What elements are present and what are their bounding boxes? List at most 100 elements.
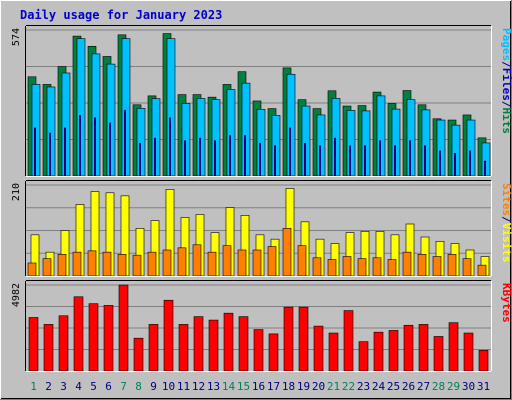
legend-entry: Pages [500,28,512,61]
bar-kbytes-day-4 [73,296,84,372]
bar-sites-day-1 [27,262,37,277]
bar-sites-day-4 [72,251,82,277]
day-label-2: 2 [45,380,52,393]
chart-title: Daily usage for January 2023 [20,8,222,22]
day-label-23: 23 [357,380,370,393]
bar-pages-day-8 [139,142,141,176]
bar-kbytes-day-20 [313,325,324,372]
day-label-28: 28 [432,380,445,393]
ymax-label: 210 [11,183,22,201]
day-label-3: 3 [60,380,67,393]
ymax-label: 574 [11,28,22,46]
panel-hits-files-pages: 574 Pages/Files/Hits [11,25,512,177]
bar-sites-day-10 [162,249,172,277]
bar-pages-day-1 [34,127,36,176]
panel-visits-sites: 210 Sites/Visits [11,180,512,277]
series-pages [34,109,486,176]
bar-kbytes-day-21 [328,332,339,372]
bar-kbytes-day-18 [283,306,294,372]
day-label-18: 18 [282,380,295,393]
day-label-6: 6 [105,380,112,393]
bar-kbytes-day-7 [118,284,129,372]
bar-sites-day-8 [132,254,142,277]
day-label-11: 11 [177,380,190,393]
bar-pages-day-22 [349,145,351,176]
bar-pages-day-24 [379,140,381,176]
bar-pages-day-2 [49,132,51,176]
day-label-12: 12 [192,380,205,393]
bar-pages-day-9 [154,137,156,176]
legend-entry: Files [500,68,512,101]
bar-kbytes-day-8 [133,337,144,372]
bar-sites-day-2 [42,258,52,277]
bar-kbytes-day-29 [448,322,459,372]
legend-hits-files-pages: Pages/Files/Hits [500,28,512,134]
bar-pages-day-29 [454,153,456,176]
series-files [31,38,491,177]
bar-kbytes-day-14 [223,312,234,372]
bar-kbytes-day-2 [43,324,54,372]
bar-kbytes-day-19 [298,306,309,372]
bar-sites-day-5 [87,250,97,277]
bar-kbytes-day-31 [478,349,489,372]
day-label-15: 15 [237,380,250,393]
bar-kbytes-day-25 [388,330,399,372]
bar-kbytes-day-26 [403,324,414,372]
legend-visits-sites: Sites/Visits [500,183,512,263]
day-label-24: 24 [372,380,386,393]
bar-pages-day-21 [334,137,336,176]
day-label-9: 9 [150,380,157,393]
bar-kbytes-day-23 [358,341,369,372]
bar-pages-day-23 [364,145,366,176]
bar-kbytes-day-28 [433,336,444,372]
bar-kbytes-day-15 [238,316,249,372]
bar-sites-day-12 [192,244,202,277]
bar-sites-day-21 [327,259,337,277]
bar-sites-day-19 [297,245,307,277]
bar-sites-day-25 [387,259,397,277]
bar-sites-day-20 [312,257,322,277]
bar-kbytes-day-3 [58,315,69,372]
series-kbytes [28,284,489,372]
day-label-8: 8 [135,380,142,393]
day-label-29: 29 [447,380,460,393]
bar-sites-day-24 [372,257,382,277]
ymax-label: 4982 [11,283,22,307]
bar-sites-day-30 [462,258,472,277]
bar-sites-day-29 [447,254,457,277]
bar-pages-day-12 [199,137,201,176]
day-label-13: 13 [207,380,220,393]
bar-kbytes-day-17 [268,333,279,372]
bar-kbytes-day-30 [463,332,474,372]
bar-sites-day-7 [117,254,127,277]
bar-pages-day-31 [484,160,486,176]
bar-pages-day-15 [244,135,246,176]
bar-pages-day-25 [394,145,396,176]
bar-pages-day-16 [259,142,261,176]
day-labels-group: 1 2 3 4 5 6 7 8 9 10 11 12 13 14 15 16 17 18 19 20 21 22 23 24 2… [30,380,490,393]
bar-sites-day-23 [357,258,367,277]
bar-kbytes-day-5 [88,303,99,372]
day-label-1: 1 [30,380,37,393]
day-label-20: 20 [312,380,325,393]
bar-pages-day-27 [424,145,426,176]
bar-kbytes-day-6 [103,305,114,372]
bar-kbytes-day-13 [208,319,219,372]
bar-kbytes-day-22 [343,310,354,372]
bar-sites-day-11 [177,247,187,277]
legend-entry: / [500,61,512,68]
bar-kbytes-day-12 [193,316,204,372]
day-label-22: 22 [342,380,355,393]
bar-pages-day-10 [169,117,171,176]
legend-entry: KBytes [500,283,512,323]
bar-pages-day-6 [109,122,111,176]
bar-sites-day-6 [102,251,112,277]
day-label-4: 4 [75,380,82,393]
bar-kbytes-day-27 [418,324,429,372]
panel-kbytes: 4982 KBytes [11,280,512,372]
legend-entry: Hits [500,108,512,135]
bar-pages-day-11 [184,140,186,176]
day-label-7: 7 [120,380,127,393]
bar-pages-day-20 [319,145,321,176]
